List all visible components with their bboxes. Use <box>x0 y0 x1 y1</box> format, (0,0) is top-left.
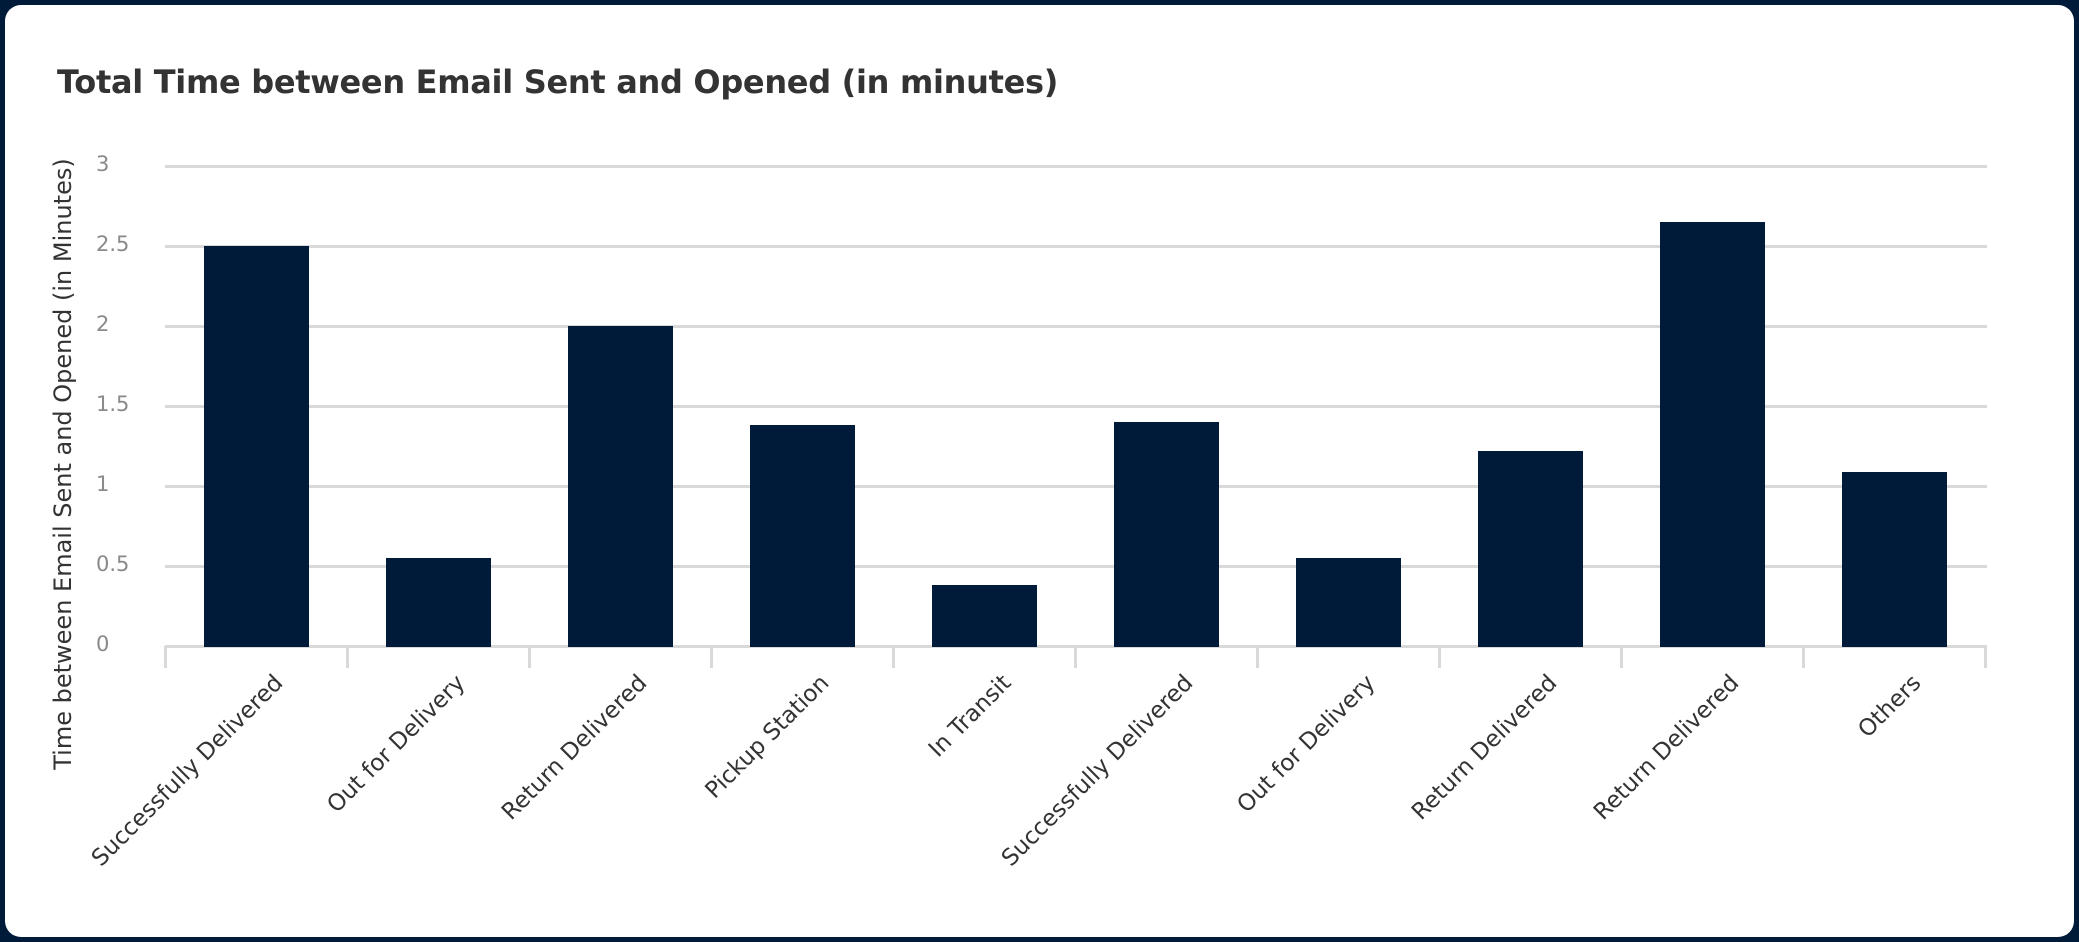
y-tick-label: 1.5 <box>96 392 130 416</box>
x-category-label: Successfully Delivered <box>86 670 289 872</box>
bar[interactable] <box>1841 471 1947 647</box>
bar[interactable] <box>1113 422 1219 647</box>
x-tick-mark <box>346 646 349 668</box>
bar[interactable] <box>1659 222 1765 647</box>
x-category-label: In Transit <box>923 670 1017 763</box>
x-category-label: Return Delivered <box>496 670 653 826</box>
x-category-label: Out for Delivery <box>322 670 471 819</box>
x-tick-mark <box>1438 646 1441 668</box>
x-tick-mark <box>1620 646 1623 668</box>
bar[interactable] <box>1477 450 1583 647</box>
bar[interactable] <box>385 558 491 647</box>
gridline <box>165 565 1987 568</box>
x-category-label: Return Delivered <box>1406 670 1563 826</box>
gridline <box>165 485 1987 488</box>
x-category-label: Out for Delivery <box>1232 670 1381 819</box>
x-tick-mark <box>710 646 713 668</box>
bar[interactable] <box>749 425 855 647</box>
x-tick-mark <box>1984 646 1987 668</box>
y-tick-label: 2.5 <box>96 232 130 256</box>
x-tick-mark <box>528 646 531 668</box>
bar[interactable] <box>203 246 309 647</box>
x-tick-mark <box>892 646 895 668</box>
plot-area: Time between Email Sent and Opened (in M… <box>5 5 2074 937</box>
gridline <box>165 325 1987 328</box>
y-tick-label: 1 <box>96 472 110 496</box>
x-tick-mark <box>1074 646 1077 668</box>
y-axis-label: Time between Email Sent and Opened (in M… <box>49 158 77 770</box>
x-category-label: Pickup Station <box>700 670 835 804</box>
y-tick-label: 0 <box>96 632 110 656</box>
x-tick-mark <box>1256 646 1259 668</box>
gridline <box>165 165 1987 168</box>
gridline <box>165 245 1987 248</box>
x-category-label: Return Delivered <box>1588 670 1745 826</box>
x-tick-mark <box>164 646 167 668</box>
y-tick-label: 0.5 <box>96 552 130 576</box>
chart-card: Total Time between Email Sent and Opened… <box>5 5 2074 937</box>
x-category-label: Successfully Delivered <box>996 670 1199 872</box>
bar[interactable] <box>567 326 673 647</box>
y-tick-label: 3 <box>96 152 110 176</box>
y-tick-label: 2 <box>96 312 110 336</box>
bar[interactable] <box>1295 558 1401 647</box>
chart-title: Total Time between Email Sent and Opened… <box>57 63 1059 101</box>
bar[interactable] <box>931 585 1037 647</box>
x-category-label: Others <box>1853 670 1927 744</box>
x-tick-mark <box>1802 646 1805 668</box>
gridline <box>165 405 1987 408</box>
